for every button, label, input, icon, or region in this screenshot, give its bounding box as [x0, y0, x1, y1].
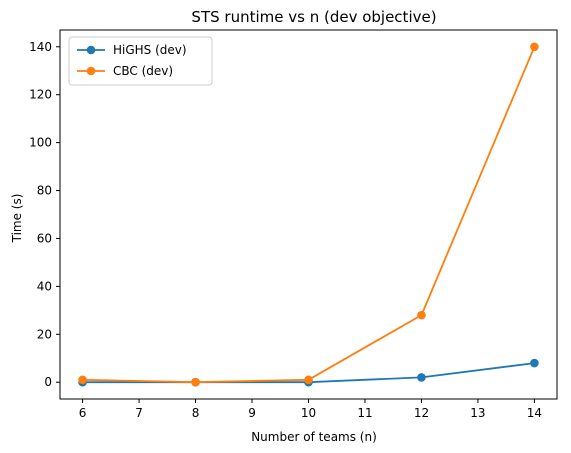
y-axis-ticks: 0 20 40 60 80 100 120 140: [29, 40, 60, 389]
y-axis-label: Time (s): [10, 194, 24, 244]
y-tick-label: 80: [37, 184, 52, 198]
legend-marker: [86, 66, 96, 76]
data-point: [78, 375, 87, 385]
x-tick-label: 10: [301, 406, 316, 420]
y-tick-label: 120: [29, 88, 52, 102]
data-point: [530, 42, 539, 52]
legend-item: CBC (dev): [77, 64, 173, 78]
series-line: [82, 46, 536, 384]
chart-title: STS runtime vs n (dev objective): [191, 8, 436, 26]
data-point: [304, 375, 313, 385]
y-tick-label: 140: [29, 40, 52, 54]
data-point: [191, 377, 200, 387]
series-layer: [78, 42, 539, 387]
x-tick-label: 9: [248, 406, 256, 420]
legend-box: [68, 36, 213, 86]
x-tick-label: 11: [357, 406, 372, 420]
x-axis-ticks: 6 7 8 9 10 11 12 13 14: [79, 399, 542, 420]
x-tick-label: 12: [414, 406, 429, 420]
data-point: [530, 358, 539, 368]
y-tick-label: 20: [37, 327, 52, 341]
legend-label: CBC (dev): [113, 64, 173, 78]
y-tick-label: 60: [37, 231, 52, 245]
x-tick-label: 6: [79, 406, 87, 420]
x-axis-label: Number of teams (n): [251, 430, 377, 444]
x-tick-label: 8: [192, 406, 200, 420]
x-tick-label: 14: [527, 406, 542, 420]
x-tick-label: 7: [135, 406, 143, 420]
y-tick-label: 40: [37, 279, 52, 293]
x-tick-label: 13: [470, 406, 485, 420]
legend: HiGHS (dev) CBC (dev): [68, 36, 213, 86]
y-tick-label: 100: [29, 136, 52, 150]
legend-item: HiGHS (dev): [77, 43, 187, 57]
data-point: [417, 373, 426, 382]
series-cbc-dev: [78, 42, 539, 387]
legend-label: HiGHS (dev): [113, 43, 187, 57]
legend-marker: [86, 45, 96, 55]
data-point: [417, 310, 426, 320]
y-tick-label: 0: [44, 375, 52, 389]
